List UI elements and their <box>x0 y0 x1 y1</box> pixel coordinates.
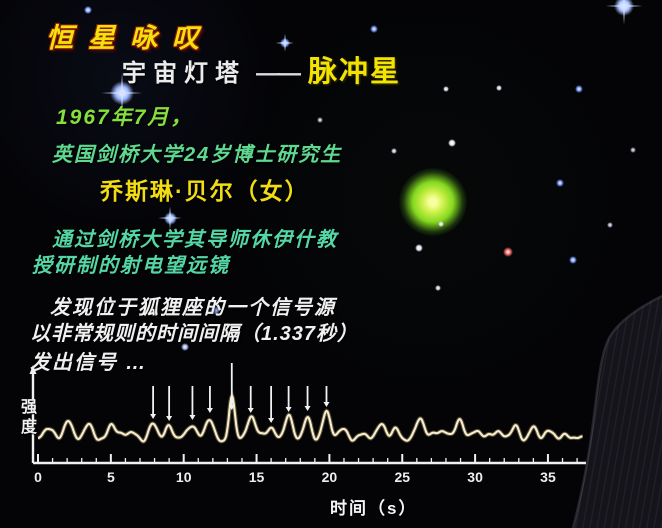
line-discovery-1: 发现位于狐狸座的一个信号源 <box>50 297 336 319</box>
pulse-arrow-head <box>247 408 254 413</box>
line-telescope-1: 通过剑桥大学其导师休伊什教 <box>52 229 338 251</box>
line-discovery-2: 以非常规则的时间间隔（1.337秒） <box>30 323 359 345</box>
x-tick-label: 25 <box>394 469 410 485</box>
x-tick-label: 20 <box>322 469 338 485</box>
line-discoverer: 乔斯琳·贝尔（女） <box>100 178 310 204</box>
signal-trace <box>37 394 583 443</box>
x-tick-label: 10 <box>176 469 192 485</box>
pulse-arrow-head <box>323 402 330 407</box>
pulse-arrow-head <box>206 408 213 413</box>
star <box>275 33 295 53</box>
star <box>101 72 143 114</box>
star-spike <box>158 217 182 219</box>
x-tick-label: 5 <box>107 469 115 485</box>
green-star <box>399 168 467 236</box>
star <box>158 206 182 230</box>
slide-title: 恒星咏叹 <box>46 23 214 53</box>
slide-subtitle: 宇宙灯塔 —— 脉冲星 <box>122 48 401 90</box>
star-spike <box>622 0 625 25</box>
star <box>317 117 323 123</box>
y-axis-arrowhead <box>29 365 37 374</box>
line-student: 英国剑桥大学24岁博士研究生 <box>52 144 343 166</box>
star <box>607 222 613 228</box>
pulse-arrow-head <box>228 405 235 410</box>
suit-shoulder-highlight <box>571 294 662 528</box>
line-date: 1967年7月， <box>56 106 194 129</box>
pulse-arrow-head <box>189 415 196 420</box>
star <box>556 179 564 187</box>
star <box>435 285 441 291</box>
star <box>181 343 189 351</box>
x-axis-label: 时间（s） <box>330 499 418 518</box>
x-tick-label: 15 <box>249 469 265 485</box>
pulse-arrow-head <box>166 416 173 421</box>
star-spike <box>605 5 643 7</box>
pulse-arrow-head <box>268 418 275 423</box>
star <box>575 85 583 93</box>
x-tick-label: 30 <box>467 469 483 485</box>
star <box>448 139 456 147</box>
star <box>443 86 449 92</box>
pulse-arrow-head <box>304 406 311 411</box>
y-axis-label: 强度 <box>18 398 35 438</box>
pulse-arrow-head <box>150 414 157 419</box>
suit-pinstripes <box>573 296 662 528</box>
x-tick-label: 35 <box>540 469 556 485</box>
pulsar-signal-chart: 0 5 10 15 20 25 30 35 <box>29 363 586 485</box>
star <box>209 304 221 316</box>
subtitle-dash: —— <box>256 60 301 87</box>
subtitle-text: 宇宙灯塔 <box>122 60 246 87</box>
line-telescope-2: 授研制的射电望远镜 <box>32 255 230 277</box>
star <box>630 147 636 153</box>
star <box>370 25 378 33</box>
star <box>438 221 444 227</box>
subtitle-keyword: 脉冲星 <box>308 56 402 88</box>
star <box>569 256 577 264</box>
star-spike <box>101 91 143 94</box>
star <box>496 85 502 91</box>
star <box>415 244 423 252</box>
star <box>605 0 643 25</box>
pulse-arrow-head <box>285 407 292 412</box>
star <box>502 246 514 258</box>
star <box>84 6 92 14</box>
star <box>391 148 397 154</box>
x-tick-label: 0 <box>34 469 42 485</box>
star-spike <box>275 41 295 44</box>
line-discovery-3: 发出信号 … <box>30 352 148 374</box>
